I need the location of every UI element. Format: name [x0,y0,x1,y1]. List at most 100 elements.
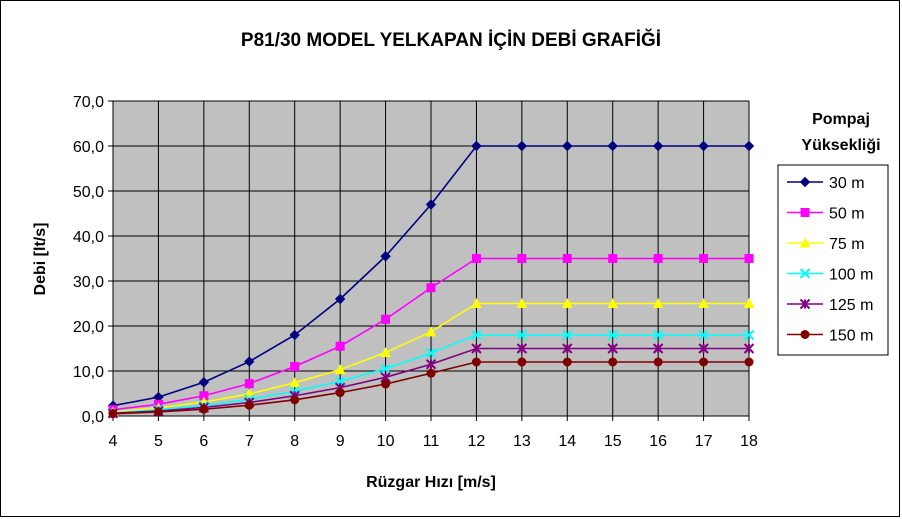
legend-box [777,164,889,356]
data-point [471,297,482,308]
data-point [335,341,345,351]
data-point [743,297,755,308]
data-point [153,407,163,417]
data-point [652,329,664,341]
legend-title-line-2: Yüksekliği [801,137,880,154]
data-point [743,140,755,152]
data-point [698,329,709,341]
y-tick-label: 70,0 [73,94,104,111]
data-point [471,140,482,152]
data-point [607,140,618,152]
data-point [698,297,709,308]
data-point [425,347,437,359]
data-point [607,329,618,341]
data-point [562,254,572,263]
data-point [289,329,300,341]
legend-label: 30 m [829,175,865,192]
x-tick-label: 4 [109,433,118,450]
data-point [699,357,709,367]
data-point [743,329,755,341]
data-point [517,357,527,367]
series-30-m [107,140,755,411]
data-point [516,329,528,341]
data-point [516,140,528,152]
data-point [652,343,664,354]
data-point [653,254,663,263]
x-tick-label: 17 [695,433,713,450]
x-tick-labels: 4 5 6 7 8 9 10 11 12 13 14 15 16 17 18 [109,433,758,450]
data-point [380,363,391,374]
data-point [426,368,436,378]
data-point [108,409,118,419]
x-tick-label: 18 [740,433,758,450]
data-point [698,140,709,152]
data-point [607,297,619,308]
data-point [289,377,301,388]
data-point [516,297,528,308]
legend-entries: 30 m 50 m 75 m 100 m 125 m 150 m [787,175,873,345]
x-tick-label: 14 [558,433,576,450]
series-150-m [108,357,754,419]
series-100-m [107,329,755,419]
data-point [471,357,481,367]
data-point [561,297,573,308]
data-point [425,326,437,337]
legend-marker [799,298,811,310]
data-point [607,343,618,354]
series-125-m [107,343,755,419]
data-point [516,343,528,354]
legend-marker [800,330,810,339]
y-tick-label: 20,0 [73,319,104,336]
data-point [380,251,391,262]
legend-label: 100 m [829,267,873,284]
legend-entry: 50 m [787,206,865,223]
series-50-m [108,254,754,415]
legend-entry: 30 m [787,175,865,192]
data-point [244,400,254,410]
data-point [471,329,482,341]
data-point [426,283,436,293]
data-point [562,343,573,354]
legend-entry: 125 m [787,297,873,314]
legend-label: 150 m [829,328,873,345]
legend-entry: 75 m [787,236,865,253]
data-point [198,377,210,388]
data-point [652,140,664,152]
x-tick-label: 15 [604,433,622,450]
legend-label: 125 m [829,297,873,314]
y-tick-label: 30,0 [73,274,104,291]
x-tick-label: 13 [513,433,531,450]
data-point [471,254,481,263]
data-point [381,379,391,389]
data-point [743,343,755,354]
data-point [380,346,391,358]
x-tick-label: 9 [336,433,345,450]
data-point [334,293,346,305]
axes [108,100,750,421]
data-point [244,379,254,389]
data-point [562,329,573,341]
y-tick-labels: 0,0 10,0 20,0 30,0 40,0 50,0 60,0 70,0 [73,94,104,426]
data-point [562,357,572,367]
data-point [698,343,709,354]
data-point [290,362,300,371]
legend-entry: 150 m [787,328,873,345]
y-tick-label: 0,0 [82,409,104,426]
legend-entry: 100 m [787,267,873,284]
data-point [381,314,391,324]
x-tick-label: 16 [649,433,667,450]
series-layer [107,140,755,419]
legend-marker [799,237,811,248]
data-point [425,199,437,210]
data-point [744,357,754,367]
data-point [608,254,618,263]
data-point [334,364,346,375]
y-axis-title: Debi [lt/s] [32,223,49,296]
data-point [517,254,527,263]
chart-title: P81/30 MODEL YELKAPAN İÇİN DEBİ GRAFİĞİ [241,29,661,51]
data-point [608,357,618,367]
y-tick-label: 50,0 [73,184,104,201]
data-point [699,254,709,263]
